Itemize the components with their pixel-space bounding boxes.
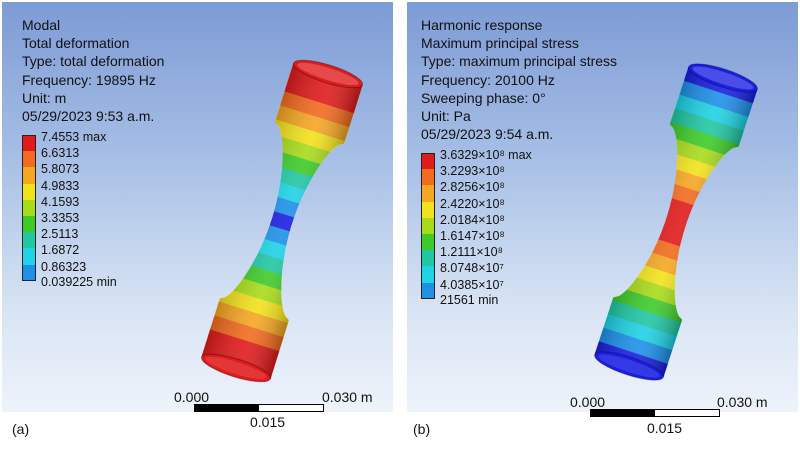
- legend-swatch: [421, 201, 435, 218]
- legend-swatch: [421, 217, 435, 234]
- info-line: Unit: m: [22, 89, 67, 106]
- legend-label: 0.86323: [41, 259, 87, 274]
- info-line: Modal: [22, 17, 61, 33]
- viewport-a: Modal Total deformation Type: total defo…: [2, 2, 393, 412]
- info-line: Frequency: 19895 Hz: [22, 71, 156, 88]
- legend-swatch: [421, 233, 435, 251]
- legend-swatch: [22, 199, 36, 216]
- legend-swatch: [22, 215, 36, 233]
- specimen-end-highlight: [297, 62, 359, 86]
- info-block-b: Harmonic response Maximum principal stre…: [421, 16, 617, 143]
- specimen-shading: [594, 66, 758, 378]
- scale-bar-graphic: [590, 409, 720, 417]
- legend-swatch: [22, 167, 36, 184]
- legend-label: 3.2293×10⁸: [440, 164, 505, 179]
- specimen-end-cap: [594, 351, 664, 381]
- viewport-b: Harmonic response Maximum principal stre…: [407, 2, 798, 412]
- legend-swatch: [421, 282, 435, 299]
- specimen-shading: [201, 63, 363, 379]
- info-line: Harmonic response: [421, 17, 543, 33]
- legend-swatch: [421, 153, 435, 170]
- legend-swatch: [22, 232, 36, 249]
- scale-bar-graphic: [194, 404, 324, 412]
- specimen-body: [594, 63, 758, 381]
- specimen-end-cap: [201, 353, 271, 383]
- legend-label: 2.5113: [41, 227, 79, 242]
- legend-swatch: [22, 135, 36, 152]
- legend-label: 21561 min: [440, 292, 499, 307]
- legend-label: 8.0748×10⁷: [440, 261, 504, 276]
- scale-right-label: 0.030 m: [717, 394, 768, 410]
- legend-swatch: [421, 250, 435, 267]
- legend-swatch: [421, 266, 435, 283]
- scale-mid-label: 0.015: [250, 414, 286, 430]
- info-line: Maximum principal stress: [421, 35, 579, 52]
- legend-swatch: [22, 248, 36, 265]
- legend-label: 4.9833: [41, 178, 80, 193]
- panel-b: Harmonic response Maximum principal stre…: [405, 0, 800, 450]
- scale-right-label: 0.030 m: [322, 389, 373, 405]
- panel-label-a: (a): [12, 421, 30, 437]
- panel-label-b: (b): [413, 421, 431, 437]
- legend-label: 1.6147×10⁸: [440, 228, 505, 243]
- info-block-a: Modal Total deformation Type: total defo…: [22, 16, 164, 125]
- panel-a: Modal Total deformation Type: total defo…: [0, 0, 395, 450]
- legend-label: 3.6329×10⁸ max: [440, 148, 532, 162]
- info-line: 05/29/2023 9:54 a.m.: [421, 126, 554, 143]
- legend-label: 2.0184×10⁸: [440, 212, 505, 227]
- specimen-end-highlight: [692, 66, 754, 90]
- legend-swatch: [22, 183, 36, 200]
- legend-swatch: [421, 169, 435, 186]
- legend-label: 0.039225 min: [41, 274, 117, 289]
- legend-label: 6.6313: [41, 146, 80, 161]
- legend-label: 3.3353: [41, 210, 80, 225]
- info-line: Type: maximum principal stress: [421, 53, 618, 70]
- info-line: Type: total deformation: [22, 53, 165, 70]
- legend-swatch: [22, 151, 36, 168]
- info-line: Total deformation: [22, 35, 130, 52]
- legend-swatch: [421, 185, 435, 202]
- specimen-end-highlight: [205, 356, 267, 380]
- legend-label: 1.6872: [41, 243, 80, 258]
- specimen-b: [594, 63, 758, 381]
- legend-label: 4.0385×10⁷: [440, 277, 504, 292]
- legend-label: 4.1593: [41, 194, 80, 209]
- info-line: Unit: Pa: [421, 108, 471, 125]
- legend-label: 2.8256×10⁸: [440, 180, 505, 195]
- specimen-end-cap: [688, 63, 758, 93]
- scale-left-label: 0.000: [570, 394, 606, 410]
- specimen-end-cap: [293, 59, 363, 89]
- legend-label: 5.8073: [41, 162, 80, 177]
- info-line: 05/29/2023 9:53 a.m.: [22, 108, 155, 125]
- specimen-body: [201, 59, 363, 383]
- specimen-end-highlight: [598, 354, 660, 378]
- info-line: Frequency: 20100 Hz: [421, 71, 555, 88]
- specimen-a: [201, 59, 363, 383]
- scale-mid-label: 0.015: [647, 420, 683, 436]
- legend-swatch: [22, 264, 36, 281]
- info-line: Sweeping phase: 0°: [421, 89, 546, 106]
- legend-label: 1.2111×10⁸: [440, 245, 503, 260]
- scale-left-label: 0.000: [174, 389, 210, 405]
- legend-label: 7.4553 max: [41, 130, 107, 144]
- legend-label: 2.4220×10⁸: [440, 196, 505, 211]
